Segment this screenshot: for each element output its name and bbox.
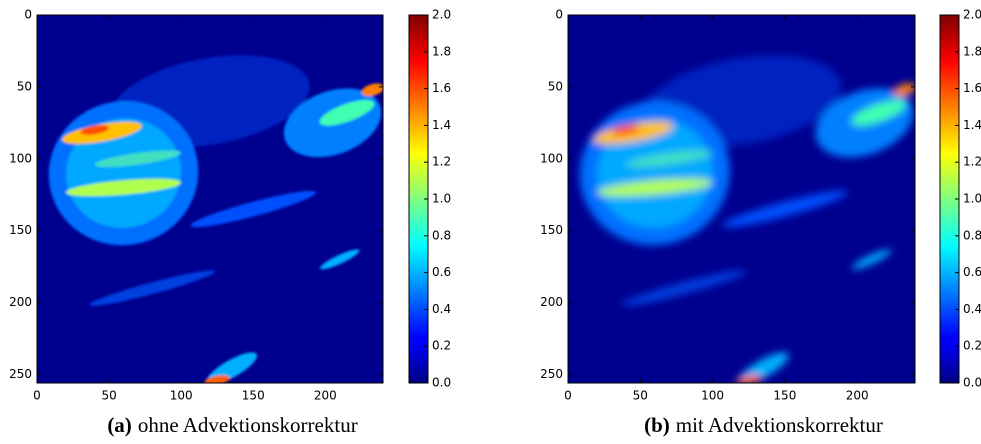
caption-label: (b)	[644, 413, 670, 437]
x-tick-label: 50	[633, 389, 648, 403]
heatmap-region	[319, 99, 375, 126]
y-tick-label: 0	[24, 8, 32, 22]
x-tick-label: 100	[170, 389, 193, 403]
y-tick-label: 200	[540, 295, 563, 309]
heatmap-image	[579, 55, 915, 383]
x-tick-label: 0	[564, 389, 572, 403]
caption-label: (a)	[107, 413, 132, 437]
y-tick-label: 50	[17, 79, 32, 93]
heatmap-region	[597, 178, 713, 197]
colorbar-tick-label: 2.0	[963, 8, 981, 22]
colorbar-tick-label: 1.0	[963, 192, 981, 206]
caption-text: mit Advektionskorrektur	[676, 413, 883, 437]
heatmap-region	[851, 249, 892, 270]
colorbar-tick-label: 2.0	[432, 8, 451, 22]
colorbar-tick-label: 0.2	[963, 339, 981, 353]
heatmap-region	[626, 150, 713, 168]
heatmap-region	[593, 121, 673, 144]
colorbar-tick-label: 0.8	[963, 228, 981, 242]
axes-frame	[36, 14, 384, 384]
heatmap-region	[62, 121, 142, 144]
heatmap-region	[66, 178, 181, 197]
colorbar-tick-label: 0.8	[432, 228, 451, 242]
colorbar-tick-label: 1.2	[432, 155, 451, 169]
heatmap-region	[611, 125, 641, 135]
y-tick-label: 0	[555, 8, 563, 22]
colorbar-tick-label: 1.0	[432, 192, 451, 206]
heatmap-region	[190, 190, 316, 228]
colorbar-tick-label: 1.6	[432, 81, 451, 95]
heatmap-region	[597, 118, 713, 228]
colorbar-tick-label: 0.0	[432, 376, 451, 390]
x-tick-label: 0	[33, 389, 41, 403]
colorbar-tick-label: 0.6	[432, 265, 451, 279]
colorbar-tick-label: 0.4	[963, 302, 981, 316]
colorbar-tick-label: 1.6	[963, 81, 981, 95]
x-tick-label: 150	[242, 389, 265, 403]
caption-text: ohne Advektionskorrektur	[138, 413, 358, 437]
colorbar-tick-label: 1.2	[963, 155, 981, 169]
axes-frame	[567, 14, 916, 384]
heatmap-region	[620, 270, 747, 306]
heatmap-image	[48, 55, 383, 383]
heatmap-region	[893, 83, 915, 97]
colorbar-tick-label: 1.4	[432, 118, 451, 132]
colorbar-tick-label: 0.4	[432, 302, 451, 316]
colorbar-tick-label: 1.4	[963, 118, 981, 132]
heatmap-region	[361, 83, 383, 97]
y-tick-label: 250	[9, 367, 32, 381]
y-tick-label: 150	[9, 223, 32, 237]
heatmap-region	[89, 270, 216, 306]
y-tick-label: 50	[548, 79, 563, 93]
colorbar-tick-label: 0.0	[963, 376, 981, 390]
heatmap-region	[851, 99, 907, 126]
y-tick-label: 200	[9, 295, 32, 309]
x-tick-label: 200	[314, 389, 337, 403]
heatmap-region	[66, 118, 181, 228]
heatmap-region	[320, 249, 360, 270]
colorbar-tick-label: 1.8	[432, 44, 451, 58]
y-tick-label: 250	[540, 367, 563, 381]
heatmap-region	[80, 125, 109, 135]
x-tick-label: 150	[773, 389, 796, 403]
heatmap-region	[722, 190, 848, 228]
y-tick-label: 100	[9, 151, 32, 165]
x-tick-label: 50	[101, 389, 116, 403]
caption: (a) ohne Advektionskorrektur	[107, 413, 357, 437]
colorbar-tick-label: 0.2	[432, 339, 451, 353]
heatmap-region	[95, 150, 181, 168]
x-tick-label: 200	[846, 389, 869, 403]
colorbar-tick-label: 1.8	[963, 44, 981, 58]
y-tick-label: 100	[540, 151, 563, 165]
y-tick-label: 150	[540, 223, 563, 237]
x-tick-label: 100	[701, 389, 724, 403]
colorbar-tick-label: 0.6	[963, 265, 981, 279]
caption: (b) mit Advektionskorrektur	[644, 413, 883, 437]
